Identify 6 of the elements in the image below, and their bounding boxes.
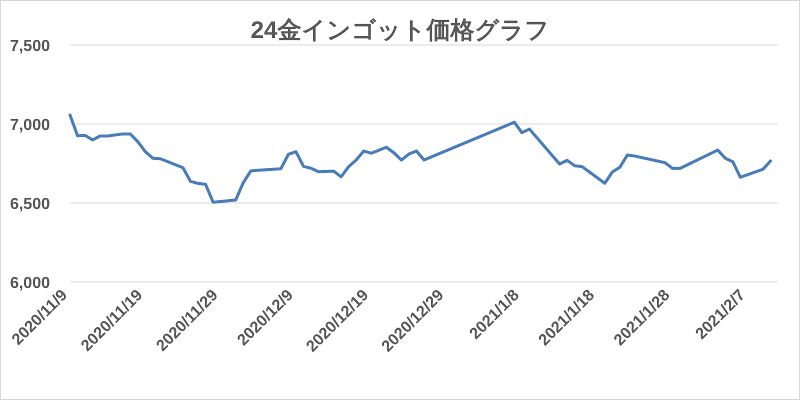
- y-tick-label: 6,500: [10, 196, 50, 213]
- line-series: [68, 113, 772, 204]
- y-tick-label: 6,000: [10, 275, 50, 292]
- y-tick-label: 7,500: [10, 38, 50, 55]
- chart-title: 24金インゴット価格グラフ: [250, 17, 550, 44]
- y-tick-label: 7,000: [10, 117, 50, 134]
